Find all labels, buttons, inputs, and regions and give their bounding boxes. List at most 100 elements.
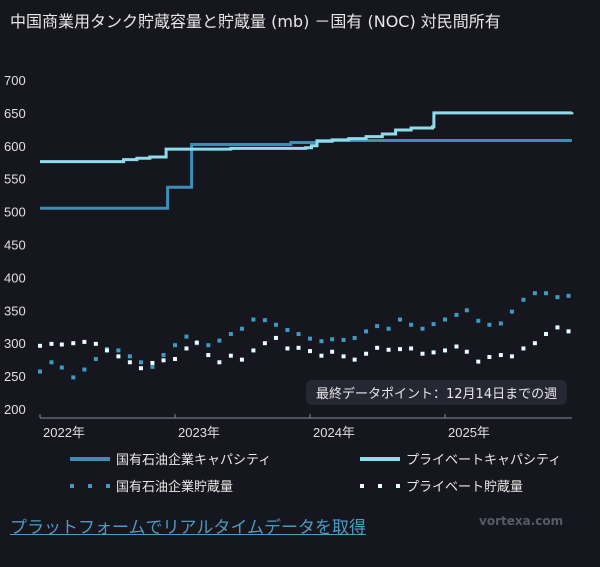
realtime-data-link[interactable]: プラットフォームでリアルタイムデータを取得: [10, 518, 366, 538]
series-dot-2: [296, 331, 301, 336]
series-dot-2: [217, 338, 222, 343]
series-dot-3: [184, 346, 189, 351]
series-dot-2: [398, 317, 402, 322]
series-dot-3: [239, 357, 244, 362]
series-dot-3: [521, 346, 526, 351]
y-tick-label: 200: [4, 402, 26, 417]
series-line-0: [40, 139, 572, 210]
series-dot-3: [375, 345, 380, 350]
series-dot-2: [566, 293, 571, 298]
series-dot-3: [464, 349, 469, 354]
series-dot-3: [38, 343, 42, 348]
series-dot-2: [476, 318, 481, 323]
series-line-1: [40, 111, 574, 164]
series-dot-3: [330, 349, 335, 354]
series-dot-3: [431, 350, 436, 355]
last-data-point-note: 最終データポイント：12月14日までの週: [306, 380, 568, 405]
series-dot-3: [285, 346, 290, 351]
series-dot-2: [386, 326, 391, 331]
series-dot-2: [59, 365, 64, 370]
series-dot-3: [352, 357, 357, 362]
series-dot-2: [443, 317, 447, 322]
legend-private-capacity[interactable]: プライベートキャパシティ: [360, 449, 561, 468]
series-dot-3: [420, 351, 425, 356]
series-dot-2: [498, 321, 503, 326]
legend-noc-storage[interactable]: 国有石油企業貯蔵量: [70, 476, 233, 495]
legend-label: 国有石油企業貯蔵量: [116, 480, 234, 495]
legend-private-storage[interactable]: プライベート貯蔵量: [360, 476, 523, 495]
y-tick-label: 600: [4, 139, 26, 154]
series-dot-2: [206, 343, 211, 348]
series-dot-3: [59, 342, 64, 347]
series-dot-3: [71, 341, 76, 346]
series-dot-3: [498, 353, 503, 358]
series-dot-3: [487, 355, 492, 360]
series-dot-3: [138, 366, 143, 371]
series-dot-2: [409, 322, 414, 327]
series-dot-3: [262, 341, 267, 346]
y-tick-label: 450: [4, 238, 26, 253]
series-dot-2: [273, 322, 278, 327]
legend-label: 国有石油企業キャパシティ: [116, 453, 272, 468]
series-dot-3: [454, 344, 459, 349]
legend-noc-capacity[interactable]: 国有石油企業キャパシティ: [70, 449, 271, 468]
series-dot-2: [251, 317, 256, 322]
brand-watermark: vortexa.com: [479, 514, 564, 528]
series-dot-2: [138, 360, 143, 365]
y-tick-label: 250: [4, 369, 26, 384]
y-tick-label: 650: [4, 106, 26, 121]
series-dot-2: [352, 335, 357, 340]
x-tick-label: 2023年: [178, 425, 220, 440]
series-dot-3: [443, 348, 447, 353]
series-dot-2: [71, 375, 76, 380]
series-dot-2: [228, 331, 233, 336]
series-dot-3: [543, 331, 548, 336]
series-dot-2: [521, 297, 526, 302]
series-dot-3: [127, 360, 132, 365]
series-dot-2: [262, 318, 267, 323]
legend-line-swatch: [360, 456, 400, 461]
chart-title: 中国商業用タンク貯蔵容量と貯蔵量 (mb) －国有 (NOC) 対民間所有: [10, 12, 501, 31]
series-dot-2: [330, 337, 335, 342]
series-dot-3: [228, 353, 233, 358]
series-dot-2: [116, 348, 121, 353]
series-dot-3: [341, 354, 346, 359]
x-tick-label: 2025年: [448, 425, 490, 440]
series-dot-2: [454, 312, 459, 317]
series-dot-2: [464, 308, 469, 313]
series-dot-2: [38, 369, 42, 374]
series-dot-3: [251, 348, 256, 353]
y-tick-label: 550: [4, 172, 26, 187]
y-tick-label: 300: [4, 336, 26, 351]
series-dot-2: [532, 291, 537, 296]
series-dot-3: [409, 346, 414, 351]
series-dot-2: [420, 326, 425, 331]
series-dot-2: [431, 322, 436, 327]
series-dot-3: [296, 345, 301, 350]
series-dot-2: [49, 360, 54, 365]
series-dot-2: [82, 367, 87, 372]
legend-dots-swatch: [70, 483, 110, 488]
series-dot-2: [285, 328, 290, 333]
series-dot-3: [194, 340, 199, 345]
series-dot-3: [476, 359, 481, 364]
series-dot-3: [555, 325, 560, 330]
series-dot-3: [273, 335, 278, 340]
series-dot-2: [509, 309, 514, 314]
series-dot-2: [173, 343, 177, 348]
series-dot-3: [104, 348, 109, 353]
series-dot-2: [161, 353, 166, 358]
y-tick-label: 400: [4, 270, 26, 285]
series-dot-3: [161, 358, 166, 363]
legend-label: プライベート貯蔵量: [406, 480, 524, 495]
series-dot-3: [49, 341, 54, 346]
series-dot-2: [487, 322, 492, 327]
series-dot-2: [319, 339, 324, 344]
x-tick-label: 2024年: [313, 425, 355, 440]
series-dot-3: [82, 339, 87, 344]
series-dot-3: [308, 349, 312, 354]
legend-line-swatch: [70, 456, 110, 461]
series-dot-3: [217, 360, 222, 365]
series-dot-3: [398, 347, 402, 352]
